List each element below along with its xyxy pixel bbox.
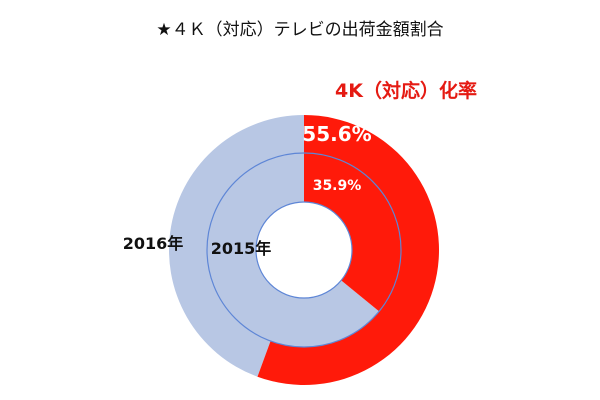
outer-series-label: 2016年	[123, 234, 184, 253]
outer-highlight-slice	[257, 115, 440, 386]
outer-remainder-slice	[169, 115, 304, 377]
chart-subtitle: 4K（対応）化率	[335, 79, 477, 102]
center-hole-border	[255, 201, 353, 299]
inner-remainder-slice	[206, 153, 380, 347]
inner-value-label: 35.9%	[313, 178, 362, 194]
inner-ring-border	[206, 152, 402, 348]
rings-group	[169, 115, 440, 386]
inner-series-label: 2015年	[211, 239, 272, 258]
chart-title: ★４Ｋ（対応）テレビの出荷金額割合	[156, 20, 443, 40]
inner-highlight-slice	[304, 153, 401, 312]
outer-value-label: 55.6%	[302, 122, 371, 146]
